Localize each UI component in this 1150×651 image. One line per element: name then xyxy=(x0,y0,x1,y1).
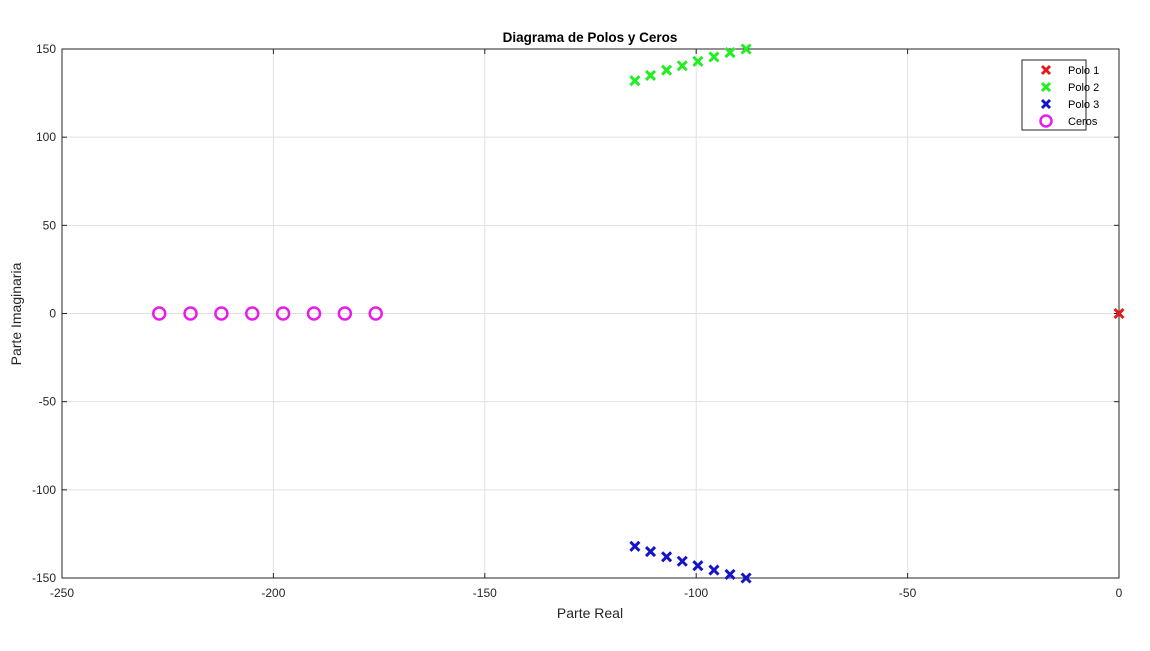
x-stroke xyxy=(676,555,688,567)
x-tick-label: -250 xyxy=(50,586,74,600)
polo-3-marker xyxy=(708,564,720,576)
y-axis-label: Parte Imaginaria xyxy=(8,262,24,365)
x-stroke xyxy=(1040,64,1052,76)
legend-label-ceros: Ceros xyxy=(1068,116,1098,128)
x-stroke xyxy=(740,572,752,584)
ceros-marker xyxy=(368,306,383,321)
x-stroke xyxy=(724,568,736,581)
chart-title: Diagrama de Polos y Ceros xyxy=(503,30,678,45)
x-stroke xyxy=(661,551,673,563)
polo-3-marker xyxy=(740,572,752,584)
polo-2-marker xyxy=(629,75,641,87)
legend: Polo 1 Polo 2 Polo 3 Ceros xyxy=(1021,59,1099,131)
y-tick-label: 0 xyxy=(49,307,56,321)
ceros-marker xyxy=(275,306,291,321)
polo-3-marker xyxy=(676,555,688,567)
x-tick-label: -200 xyxy=(261,586,285,600)
x-stroke xyxy=(644,545,657,558)
y-tick-label: 150 xyxy=(36,42,56,56)
polo-3-marker xyxy=(692,560,704,572)
ceros-marker xyxy=(214,306,229,321)
x-stroke xyxy=(676,60,688,72)
x-stroke xyxy=(629,540,641,552)
legend-label-polo-1: Polo 1 xyxy=(1068,65,1099,77)
legend-box xyxy=(1021,59,1087,131)
x-stroke xyxy=(1113,307,1125,320)
polo-2-marker xyxy=(708,51,720,63)
x-stroke xyxy=(629,75,641,87)
x-tick-label: -50 xyxy=(899,586,917,600)
data-marks xyxy=(151,43,1125,584)
y-tick-label: 50 xyxy=(43,218,57,232)
x-axis-label: Parte Real xyxy=(557,605,623,621)
x-stroke xyxy=(708,51,720,63)
x-stroke xyxy=(740,43,752,55)
y-tick-label: -50 xyxy=(39,395,57,409)
legend-marker-polo-2 xyxy=(1040,81,1052,93)
ceros-marker xyxy=(151,306,167,321)
x-stroke xyxy=(692,55,704,67)
polo-2-marker xyxy=(661,64,673,76)
x-tick-label: -150 xyxy=(473,586,497,600)
polo-2-marker xyxy=(740,43,752,55)
x-tick-label: -100 xyxy=(684,586,708,600)
legend-label-polo-2: Polo 2 xyxy=(1068,82,1099,94)
polo-2-marker xyxy=(644,69,657,82)
ceros-marker xyxy=(306,306,322,321)
x-stroke xyxy=(1040,81,1052,93)
polo-2-marker xyxy=(676,60,688,72)
ceros-marker xyxy=(245,306,260,321)
x-stroke xyxy=(692,560,704,572)
polo-3-marker xyxy=(661,551,673,563)
x-stroke xyxy=(708,564,720,576)
legend-marker-polo-1 xyxy=(1040,64,1052,76)
x-stroke xyxy=(724,46,736,59)
y-tick-label: 100 xyxy=(36,130,56,144)
ceros-marker xyxy=(183,306,198,321)
legend-marker-ceros xyxy=(1039,114,1053,128)
x-stroke xyxy=(644,69,657,82)
x-stroke xyxy=(1040,98,1052,110)
polo-3-marker xyxy=(629,540,641,552)
polo-1-marker xyxy=(1113,307,1125,320)
polo-2-marker xyxy=(692,55,704,67)
x-stroke xyxy=(661,64,673,76)
polo-3-marker xyxy=(644,545,657,558)
polo-2-marker xyxy=(724,46,736,59)
x-tick-label: 0 xyxy=(1116,586,1123,600)
y-tick-label: -100 xyxy=(32,483,56,497)
ceros-marker xyxy=(337,306,353,321)
y-tick-label: -150 xyxy=(32,571,56,585)
polo-3-marker xyxy=(724,568,736,581)
legend-marker-polo-3 xyxy=(1040,98,1052,110)
legend-label-polo-3: Polo 3 xyxy=(1068,99,1099,111)
